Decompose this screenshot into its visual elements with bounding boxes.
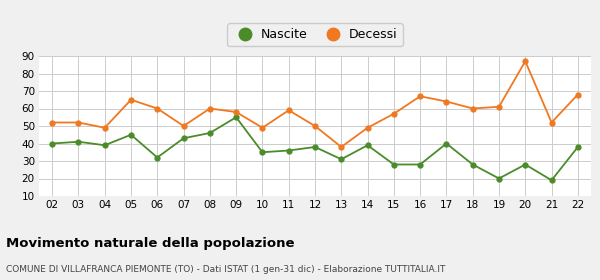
Decessi	[49, 121, 56, 124]
Nascite	[180, 137, 187, 140]
Decessi	[75, 121, 82, 124]
Legend: Nascite, Decessi: Nascite, Decessi	[227, 23, 403, 46]
Decessi	[574, 93, 581, 96]
Nascite	[443, 142, 450, 145]
Line: Decessi: Decessi	[50, 59, 580, 150]
Decessi	[469, 107, 476, 110]
Nascite	[364, 144, 371, 147]
Nascite	[206, 131, 214, 135]
Nascite	[548, 179, 555, 182]
Nascite	[338, 158, 345, 161]
Decessi	[154, 107, 161, 110]
Nascite	[390, 163, 397, 166]
Nascite	[416, 163, 424, 166]
Text: Movimento naturale della popolazione: Movimento naturale della popolazione	[6, 237, 295, 249]
Decessi	[443, 100, 450, 103]
Decessi	[416, 95, 424, 98]
Nascite	[311, 145, 319, 149]
Decessi	[548, 121, 555, 124]
Decessi	[390, 112, 397, 115]
Decessi	[285, 109, 292, 112]
Nascite	[521, 163, 529, 166]
Nascite	[469, 163, 476, 166]
Nascite	[154, 156, 161, 159]
Decessi	[364, 126, 371, 129]
Text: COMUNE DI VILLAFRANCA PIEMONTE (TO) - Dati ISTAT (1 gen-31 dic) - Elaborazione T: COMUNE DI VILLAFRANCA PIEMONTE (TO) - Da…	[6, 265, 445, 274]
Decessi	[259, 126, 266, 129]
Nascite	[233, 116, 240, 119]
Decessi	[496, 105, 503, 108]
Nascite	[574, 145, 581, 149]
Nascite	[127, 133, 134, 136]
Decessi	[311, 124, 319, 128]
Nascite	[101, 144, 109, 147]
Decessi	[338, 145, 345, 149]
Decessi	[127, 98, 134, 101]
Nascite	[496, 177, 503, 180]
Nascite	[259, 151, 266, 154]
Nascite	[285, 149, 292, 152]
Nascite	[75, 140, 82, 143]
Line: Nascite: Nascite	[50, 115, 580, 183]
Decessi	[206, 107, 214, 110]
Nascite	[49, 142, 56, 145]
Decessi	[180, 124, 187, 128]
Decessi	[101, 126, 109, 129]
Decessi	[521, 60, 529, 63]
Decessi	[233, 110, 240, 114]
